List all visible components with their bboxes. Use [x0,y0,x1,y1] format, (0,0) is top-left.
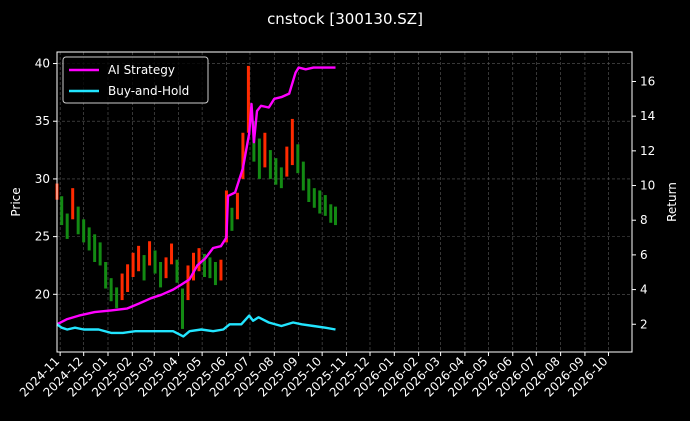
y-tick-label-right: 16 [640,74,655,88]
series-line-buy-and-hold [56,314,336,338]
y-tick-label-right: 14 [640,109,655,123]
plot-frame [56,51,633,353]
y-tick-label-left: 30 [35,172,50,186]
series-line-ai-strategy [56,66,336,326]
y-tick-label-right: 12 [640,144,655,158]
y-tick-label-right: 4 [640,283,648,297]
y-tick-label-right: 2 [640,317,648,331]
y-tick-label-right: 6 [640,248,648,262]
y-tick-label-right: 10 [640,179,655,193]
y-tick-label-left: 20 [35,287,50,301]
legend-label: Buy-and-Hold [108,84,189,98]
legend-label: AI Strategy [108,63,175,77]
y-tick-label-left: 35 [35,114,50,128]
legend-box [62,56,209,104]
y-tick-label-right: 8 [640,213,648,227]
return-lines [56,66,336,338]
y-tick-label-left: 40 [35,57,50,71]
y-tick-label-left: 25 [35,230,50,244]
chart-title: cnstock [300130.SZ] [267,10,423,28]
legend: AI Strategy Buy-and-Hold [62,56,209,104]
price-bars [55,65,337,329]
y-axis-label-left: Price [9,187,23,216]
y-axis-label-right: Return [665,182,679,222]
